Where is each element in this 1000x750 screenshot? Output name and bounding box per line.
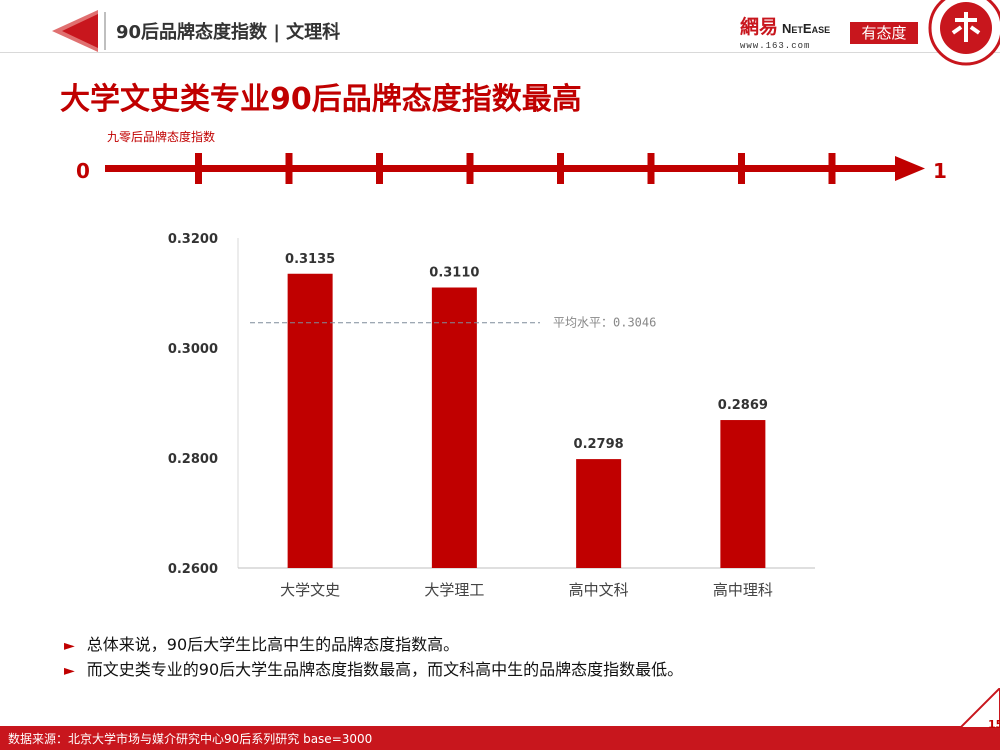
youtaidu-logo: 有态度 [850, 22, 918, 44]
bullet-text: 总体来说，90后大学生比高中生的品牌态度指数高。 [86, 635, 460, 654]
header-title: 90后品牌态度指数 | 文理科 [116, 22, 341, 43]
header-rule [0, 52, 1000, 53]
y-tick-label: 0.3000 [168, 342, 218, 357]
bar-value-label: 0.3110 [429, 266, 479, 281]
header-divider [104, 12, 106, 50]
page-title: 大学文史类专业90后品牌态度指数最高 [60, 82, 582, 117]
scale-min-label: 0 [76, 159, 90, 183]
y-tick-label: 0.2800 [168, 452, 218, 467]
scale-tick [376, 153, 383, 184]
scale-tick [285, 153, 293, 184]
bar [431, 287, 477, 568]
index-scale-arrow [105, 153, 925, 184]
scale-tick [738, 153, 745, 184]
x-category-label: 大学理工 [424, 581, 484, 599]
x-category-label: 高中文科 [569, 581, 629, 599]
bar-value-label: 0.3135 [285, 252, 335, 267]
bar [287, 273, 333, 568]
scale-tick [828, 153, 836, 184]
header-arrow-icon [52, 10, 98, 52]
page-corner-icon [960, 688, 1000, 728]
netease-logo-en: NetEase [782, 21, 831, 36]
peking-university-seal-icon [928, 0, 1000, 66]
bar [720, 420, 766, 568]
bar-chart: 0.2600 0.2800 0.3000 0.3200 0.3135 大学文史 0.311… [168, 232, 815, 599]
scale-tick [647, 153, 655, 184]
bullet-text: 而文史类专业的90后大学生品牌态度指数最高，而文科高中生的品牌态度指数最低。 [86, 660, 684, 679]
netease-logo: 網易 NetEase www.163.com [740, 12, 845, 51]
data-source-note: 数据来源：北京大学市场与媒介研究中心90后系列研究 base=3000 [8, 732, 373, 746]
scale-max-label: 1 [933, 159, 947, 183]
bullet-point: ► 而文史类专业的90后大学生品牌态度指数最高，而文科高中生的品牌态度指数最低。 [64, 656, 683, 680]
page-number: 15 [988, 718, 1000, 731]
y-tick-label: 0.2600 [168, 562, 218, 577]
bullet-marker-icon: ► [64, 638, 75, 654]
y-tick-label: 0.3200 [168, 232, 218, 247]
scale-caption: 九零后品牌态度指数 [107, 130, 216, 144]
bar-value-label: 0.2798 [574, 437, 624, 452]
netease-logo-cn: 網易 [740, 16, 779, 38]
scale-tick [195, 153, 202, 184]
footer-bar [0, 726, 1000, 750]
x-category-label: 高中理科 [713, 581, 773, 599]
x-category-label: 大学文史 [280, 581, 340, 599]
netease-logo-url: www.163.com [740, 41, 811, 51]
bar-value-label: 0.2869 [718, 398, 768, 413]
scale-tick [466, 153, 474, 184]
bullet-point: ► 总体来说，90后大学生比高中生的品牌态度指数高。 [64, 631, 459, 655]
scale-tick [557, 153, 564, 184]
bullet-marker-icon: ► [64, 663, 75, 679]
average-label: 平均水平：0.3046 [553, 316, 656, 330]
bar [576, 459, 622, 568]
